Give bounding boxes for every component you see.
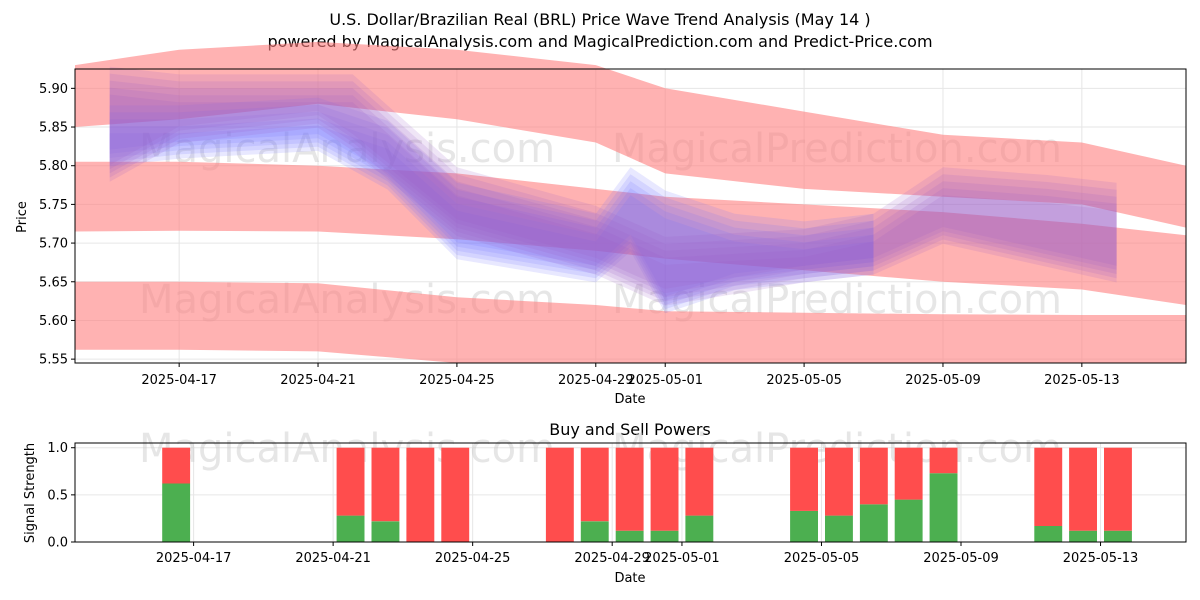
sell-bar — [859, 447, 888, 505]
signal-x-tick-label: 2025-05-09 — [923, 551, 999, 566]
price-y-label: Price — [15, 201, 30, 233]
signal-x-label: Date — [614, 571, 645, 586]
buy-bar — [894, 499, 923, 542]
price-x-tick-label: 2025-04-21 — [280, 373, 356, 388]
band-purple-4-layer-3 — [109, 73, 1117, 294]
price-x-tick-label: 2025-05-01 — [627, 373, 703, 388]
sell-bar — [650, 447, 679, 531]
band-blue-3-layer-0 — [109, 125, 874, 314]
buy-bar — [162, 483, 191, 542]
sell-bar — [825, 447, 853, 516]
sell-bar — [1034, 447, 1063, 526]
signal-x-tick-label: 2025-04-29 — [574, 551, 650, 566]
sell-bar — [894, 447, 923, 500]
band-purple-4-layer-4 — [109, 66, 1117, 289]
sell-bar — [580, 447, 609, 522]
band-blue-3-layer-1 — [109, 118, 874, 310]
sell-bar — [336, 447, 365, 516]
price-y-tick-label: 5.60 — [39, 314, 68, 329]
signal-y-tick-label: 0.5 — [47, 488, 68, 503]
buy-bar — [1104, 530, 1132, 542]
signal-x-tick-label: 2025-05-05 — [784, 551, 860, 566]
sell-bar — [929, 447, 958, 474]
sell-bar — [406, 447, 435, 542]
buy-bar — [859, 504, 888, 542]
price-x-tick-label: 2025-04-29 — [558, 373, 634, 388]
signal-y-label: Signal Strength — [23, 443, 38, 543]
band-blue-3-layer-4 — [109, 97, 874, 297]
sell-bar — [1069, 447, 1097, 531]
buy-bar — [336, 515, 365, 542]
price-x-label: Date — [614, 392, 645, 407]
sell-bar — [545, 447, 574, 542]
band-red-1 — [75, 161, 1186, 305]
signal-panel: Buy and Sell Powers MagicalAnalysis.com … — [23, 420, 1187, 586]
buy-bar — [650, 530, 679, 542]
price-axes-frame — [74, 68, 1187, 364]
buy-bar — [1034, 526, 1063, 542]
price-y-tick-label: 5.85 — [39, 121, 68, 136]
price-x-tick-label: 2025-04-25 — [419, 373, 495, 388]
band-red-2 — [75, 281, 1186, 363]
chart-title: U.S. Dollar/Brazilian Real (BRL) Price W… — [329, 10, 870, 29]
signal-x-tick-label: 2025-04-25 — [435, 551, 511, 566]
buy-bar — [615, 530, 644, 542]
price-x-tick-label: 2025-05-13 — [1044, 373, 1120, 388]
price-x-tick-label: 2025-05-05 — [766, 373, 842, 388]
buy-bar — [685, 515, 714, 542]
price-y-tick-label: 5.65 — [39, 275, 68, 290]
chart-subtitle: powered by MagicalAnalysis.com and Magic… — [267, 32, 932, 51]
sell-bar — [790, 447, 818, 511]
price-x-ticks: 2025-04-17 2025-04-21 2025-04-25 2025-04-29… — [141, 363, 1120, 388]
signal-x-tick-label: 2025-04-21 — [295, 551, 371, 566]
band-purple-4-layer-0 — [109, 94, 1117, 306]
buy-bar — [580, 521, 609, 542]
band-blue-3-layer-3 — [109, 104, 874, 301]
sell-bar — [371, 447, 400, 522]
sell-bar — [615, 447, 644, 531]
price-y-tick-label: 5.90 — [39, 82, 68, 97]
band-red-0 — [75, 41, 1186, 228]
price-y-tick-label: 5.75 — [39, 198, 68, 213]
price-y-tick-label: 5.55 — [39, 353, 68, 368]
price-panel: MagicalAnalysis.com MagicalPrediction.co… — [15, 41, 1187, 407]
signal-title: Buy and Sell Powers — [549, 420, 711, 439]
sell-bar — [1104, 447, 1132, 531]
buy-bar — [790, 510, 818, 542]
signal-axes-frame — [74, 442, 1187, 543]
signal-bars — [162, 447, 1132, 542]
signal-y-ticks: 0.0 0.5 1.0 — [47, 441, 75, 551]
buy-bar — [371, 521, 400, 542]
signal-y-tick-label: 0.0 — [47, 536, 68, 551]
band-blue-3-layer-2 — [109, 111, 874, 305]
signal-x-tick-label: 2025-05-13 — [1063, 551, 1139, 566]
price-y-ticks: 5.55 5.60 5.65 5.70 5.75 5.80 5.85 5.90 — [39, 82, 75, 368]
signal-x-tick-label: 2025-05-01 — [644, 551, 720, 566]
sell-bar — [162, 447, 191, 484]
signal-y-tick-label: 1.0 — [47, 441, 68, 456]
buy-bar — [1069, 530, 1097, 542]
sell-bar — [685, 447, 714, 516]
band-purple-4-layer-2 — [109, 80, 1117, 298]
signal-x-tick-label: 2025-04-17 — [156, 551, 232, 566]
price-x-tick-label: 2025-04-17 — [141, 373, 217, 388]
price-y-tick-label: 5.80 — [39, 159, 68, 174]
price-x-tick-label: 2025-05-09 — [905, 373, 981, 388]
signal-x-ticks: 2025-04-17 2025-04-21 2025-04-25 2025-04-29… — [156, 542, 1139, 566]
price-bands — [75, 41, 1186, 363]
band-purple-4-layer-1 — [109, 87, 1117, 302]
sell-bar — [441, 447, 470, 542]
price-y-tick-label: 5.70 — [39, 237, 68, 252]
buy-bar — [825, 515, 853, 542]
buy-bar — [929, 473, 958, 542]
